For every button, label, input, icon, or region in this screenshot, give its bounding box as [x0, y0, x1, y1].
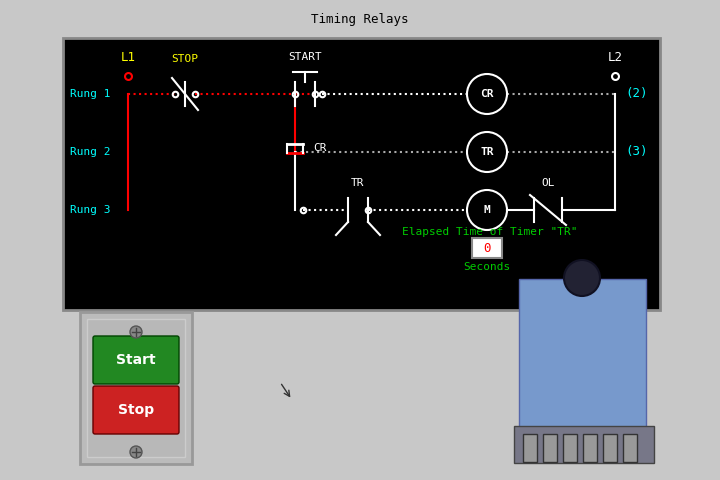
- Text: Elapsed Time of Timer "TR": Elapsed Time of Timer "TR": [402, 227, 577, 237]
- FancyBboxPatch shape: [472, 238, 502, 258]
- FancyBboxPatch shape: [583, 434, 597, 462]
- Circle shape: [130, 446, 142, 458]
- Text: L2: L2: [608, 51, 623, 64]
- FancyBboxPatch shape: [603, 434, 617, 462]
- FancyBboxPatch shape: [514, 426, 654, 463]
- Text: L1: L1: [120, 51, 135, 64]
- Circle shape: [130, 326, 142, 338]
- Text: Stop: Stop: [118, 403, 154, 417]
- FancyBboxPatch shape: [63, 38, 660, 310]
- FancyBboxPatch shape: [0, 308, 720, 480]
- Text: STOP: STOP: [171, 54, 199, 64]
- FancyBboxPatch shape: [80, 312, 192, 464]
- Text: OL: OL: [541, 178, 554, 188]
- FancyBboxPatch shape: [87, 319, 185, 457]
- FancyBboxPatch shape: [93, 336, 179, 384]
- Text: 0: 0: [483, 241, 491, 254]
- Circle shape: [564, 260, 600, 296]
- Text: CR: CR: [313, 143, 326, 153]
- FancyBboxPatch shape: [519, 279, 646, 461]
- Text: (2): (2): [625, 87, 647, 100]
- Text: M: M: [484, 205, 490, 215]
- FancyBboxPatch shape: [543, 434, 557, 462]
- FancyBboxPatch shape: [93, 386, 179, 434]
- Text: Start: Start: [116, 353, 156, 367]
- Text: TR: TR: [480, 147, 494, 157]
- FancyBboxPatch shape: [623, 434, 637, 462]
- Text: (3): (3): [625, 145, 647, 158]
- Text: CR: CR: [480, 89, 494, 99]
- Text: Rung 1: Rung 1: [70, 89, 110, 99]
- FancyBboxPatch shape: [563, 434, 577, 462]
- Text: Rung 3: Rung 3: [70, 205, 110, 215]
- FancyBboxPatch shape: [523, 434, 537, 462]
- Text: Rung 2: Rung 2: [70, 147, 110, 157]
- Text: TR: TR: [351, 178, 365, 188]
- Text: START: START: [288, 52, 322, 62]
- Text: Timing Relays: Timing Relays: [311, 13, 409, 26]
- Text: Seconds: Seconds: [464, 262, 510, 272]
